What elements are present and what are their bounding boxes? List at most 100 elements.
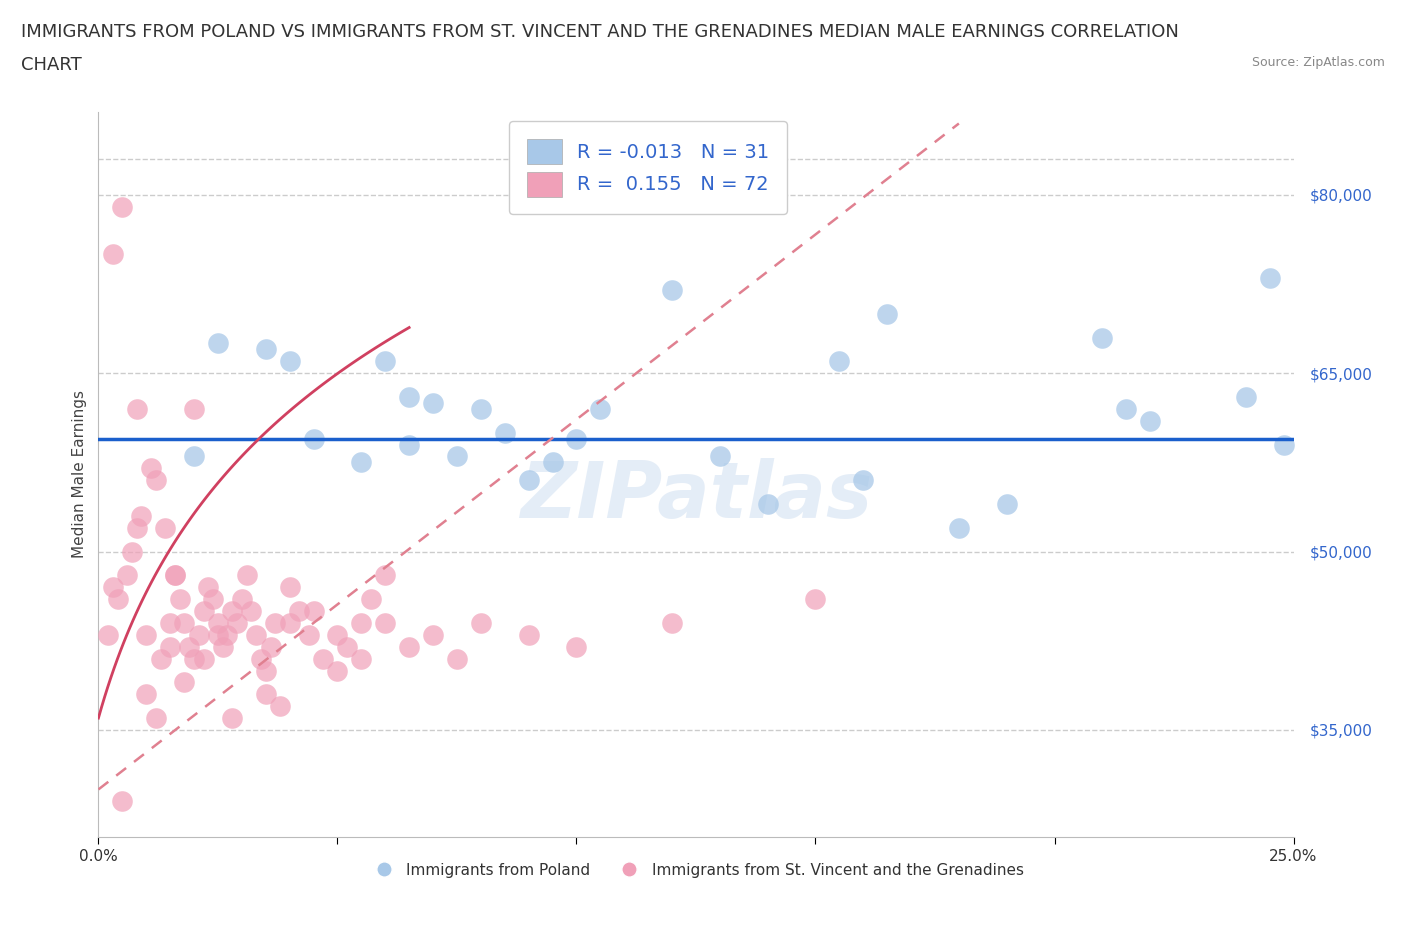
Point: [207, 616, 229, 631]
Point: [494, 425, 516, 440]
Point: [111, 199, 134, 214]
Point: [876, 306, 898, 321]
Point: [187, 628, 209, 643]
Point: [326, 663, 349, 678]
Text: CHART: CHART: [21, 56, 82, 73]
Point: [288, 604, 311, 618]
Y-axis label: Median Male Earnings: Median Male Earnings: [72, 391, 87, 558]
Point: [1272, 437, 1295, 452]
Point: [661, 616, 683, 631]
Point: [350, 651, 373, 666]
Point: [231, 591, 253, 606]
Point: [197, 579, 219, 594]
Point: [1258, 271, 1281, 286]
Point: [302, 432, 325, 446]
Point: [517, 472, 540, 487]
Point: [565, 639, 588, 654]
Point: [312, 651, 335, 666]
Text: IMMIGRANTS FROM POLAND VS IMMIGRANTS FROM ST. VINCENT AND THE GRENADINES MEDIAN : IMMIGRANTS FROM POLAND VS IMMIGRANTS FRO…: [21, 23, 1180, 41]
Point: [226, 616, 249, 631]
Point: [101, 246, 124, 261]
Point: [589, 402, 612, 417]
Point: [264, 616, 287, 631]
Point: [145, 711, 167, 725]
Point: [374, 354, 396, 369]
Point: [159, 616, 181, 631]
Point: [278, 354, 301, 369]
Point: [173, 675, 195, 690]
Point: [107, 591, 129, 606]
Point: [269, 698, 291, 713]
Point: [350, 616, 373, 631]
Point: [350, 455, 373, 470]
Point: [155, 521, 177, 536]
Point: [207, 336, 229, 351]
Point: [193, 651, 215, 666]
Point: [995, 497, 1018, 512]
Point: [828, 354, 851, 369]
Point: [221, 604, 243, 618]
Point: [298, 628, 321, 643]
Point: [207, 628, 229, 643]
Point: [183, 402, 205, 417]
Point: [948, 521, 970, 536]
Point: [302, 604, 325, 618]
Point: [1139, 413, 1161, 428]
Point: [235, 568, 257, 583]
Point: [517, 628, 540, 643]
Legend: Immigrants from Poland, Immigrants from St. Vincent and the Grenadines: Immigrants from Poland, Immigrants from …: [363, 857, 1029, 884]
Point: [422, 395, 444, 410]
Point: [470, 402, 492, 417]
Point: [131, 509, 153, 524]
Point: [756, 497, 779, 512]
Point: [374, 616, 396, 631]
Point: [374, 568, 396, 583]
Point: [173, 616, 195, 631]
Point: [398, 390, 420, 405]
Point: [111, 794, 134, 809]
Point: [1115, 402, 1137, 417]
Point: [135, 628, 157, 643]
Point: [661, 283, 683, 298]
Text: Source: ZipAtlas.com: Source: ZipAtlas.com: [1251, 56, 1385, 69]
Point: [250, 651, 273, 666]
Point: [149, 651, 172, 666]
Point: [398, 437, 420, 452]
Point: [183, 651, 205, 666]
Point: [245, 628, 267, 643]
Text: ZIPatlas: ZIPatlas: [520, 458, 872, 534]
Point: [145, 472, 167, 487]
Point: [193, 604, 215, 618]
Point: [101, 579, 124, 594]
Point: [398, 639, 420, 654]
Point: [179, 639, 201, 654]
Point: [470, 616, 492, 631]
Point: [139, 461, 162, 476]
Point: [221, 711, 243, 725]
Point: [446, 651, 468, 666]
Point: [336, 639, 359, 654]
Point: [125, 521, 148, 536]
Point: [278, 579, 301, 594]
Point: [1234, 390, 1257, 405]
Point: [163, 568, 186, 583]
Point: [422, 628, 444, 643]
Point: [125, 402, 148, 417]
Point: [254, 663, 277, 678]
Point: [852, 472, 875, 487]
Point: [565, 432, 588, 446]
Point: [254, 687, 277, 702]
Point: [183, 449, 205, 464]
Point: [211, 639, 233, 654]
Point: [169, 591, 191, 606]
Point: [121, 544, 143, 559]
Point: [278, 616, 301, 631]
Point: [326, 628, 349, 643]
Point: [541, 455, 564, 470]
Point: [115, 568, 138, 583]
Point: [240, 604, 263, 618]
Point: [259, 639, 281, 654]
Point: [97, 628, 120, 643]
Point: [446, 449, 468, 464]
Point: [1091, 330, 1114, 345]
